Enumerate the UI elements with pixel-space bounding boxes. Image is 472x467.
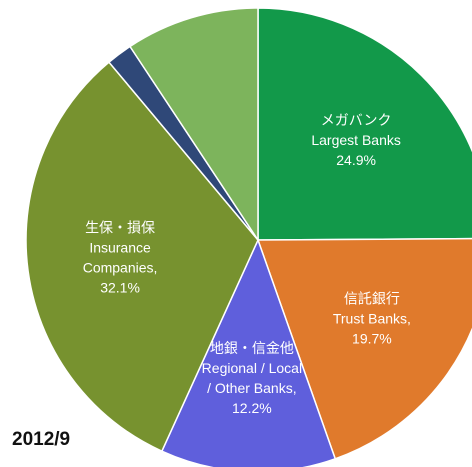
slice-label: メガバンク [321, 112, 392, 128]
slice-label: Companies, [83, 259, 158, 275]
pie-slice [128, 7, 259, 243]
slice-label: 32.1% [100, 279, 140, 295]
slice-label: 12.2% [232, 400, 272, 416]
slice-label: / Other Banks, [207, 380, 296, 396]
slice-label: Trust Banks, [333, 311, 411, 327]
slice-label: 24.9% [336, 152, 376, 168]
slice-label: 地銀・信金他 [210, 340, 294, 356]
pie-slice [256, 237, 472, 460]
pie-slice [25, 61, 259, 453]
slice-label: Largest Banks [311, 132, 401, 148]
slice-label: Regional / Local [202, 360, 302, 376]
slice-label: 生保・損保 [85, 219, 155, 235]
slice-label: 19.7% [352, 331, 392, 347]
slice-label: Insurance [89, 239, 151, 255]
pie-slice [257, 7, 472, 241]
slice-label: 信託銀行 [344, 291, 400, 307]
annotation: 2012/9 [12, 429, 70, 450]
pie-slice [160, 237, 337, 467]
